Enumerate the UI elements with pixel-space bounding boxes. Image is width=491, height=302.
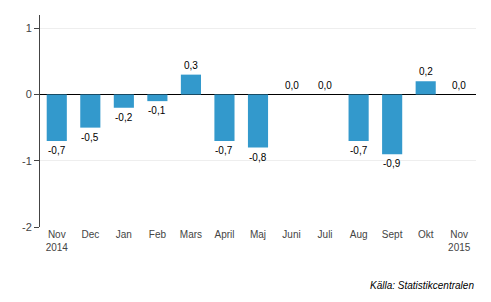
- svg-text:0,0: 0,0: [318, 80, 332, 91]
- svg-text:Nov2014: Nov2014: [46, 229, 69, 253]
- svg-text:0,0: 0,0: [452, 80, 466, 91]
- svg-text:-2: -2: [22, 221, 32, 233]
- svg-text:Sept: Sept: [382, 229, 403, 240]
- svg-text:Mars: Mars: [180, 229, 202, 240]
- svg-text:-0,7: -0,7: [215, 145, 233, 156]
- svg-text:Källa: Statistikcentralen: Källa: Statistikcentralen: [370, 280, 474, 291]
- svg-text:-0,8: -0,8: [249, 152, 267, 163]
- svg-text:-0,2: -0,2: [115, 112, 133, 123]
- svg-text:-0,7: -0,7: [48, 145, 66, 156]
- svg-text:Aug: Aug: [350, 229, 368, 240]
- svg-text:-1: -1: [22, 155, 32, 167]
- svg-text:0,2: 0,2: [419, 66, 433, 77]
- svg-text:Juli: Juli: [318, 229, 333, 240]
- svg-text:-0,1: -0,1: [148, 105, 166, 116]
- svg-text:Dec: Dec: [81, 229, 99, 240]
- svg-text:Juni: Juni: [282, 229, 300, 240]
- svg-text:-0,9: -0,9: [383, 158, 401, 169]
- svg-text:-0,7: -0,7: [350, 145, 368, 156]
- svg-text:Jan: Jan: [116, 229, 132, 240]
- svg-text:April: April: [214, 229, 234, 240]
- svg-text:Okt: Okt: [418, 229, 434, 240]
- svg-text:Nov2015: Nov2015: [448, 229, 471, 253]
- svg-text:0: 0: [26, 88, 32, 100]
- svg-text:Maj: Maj: [250, 229, 266, 240]
- svg-text:0,0: 0,0: [285, 80, 299, 91]
- svg-text:-0,5: -0,5: [81, 132, 99, 143]
- svg-text:Feb: Feb: [149, 229, 167, 240]
- svg-text:1: 1: [26, 22, 32, 34]
- svg-text:0,3: 0,3: [184, 60, 198, 71]
